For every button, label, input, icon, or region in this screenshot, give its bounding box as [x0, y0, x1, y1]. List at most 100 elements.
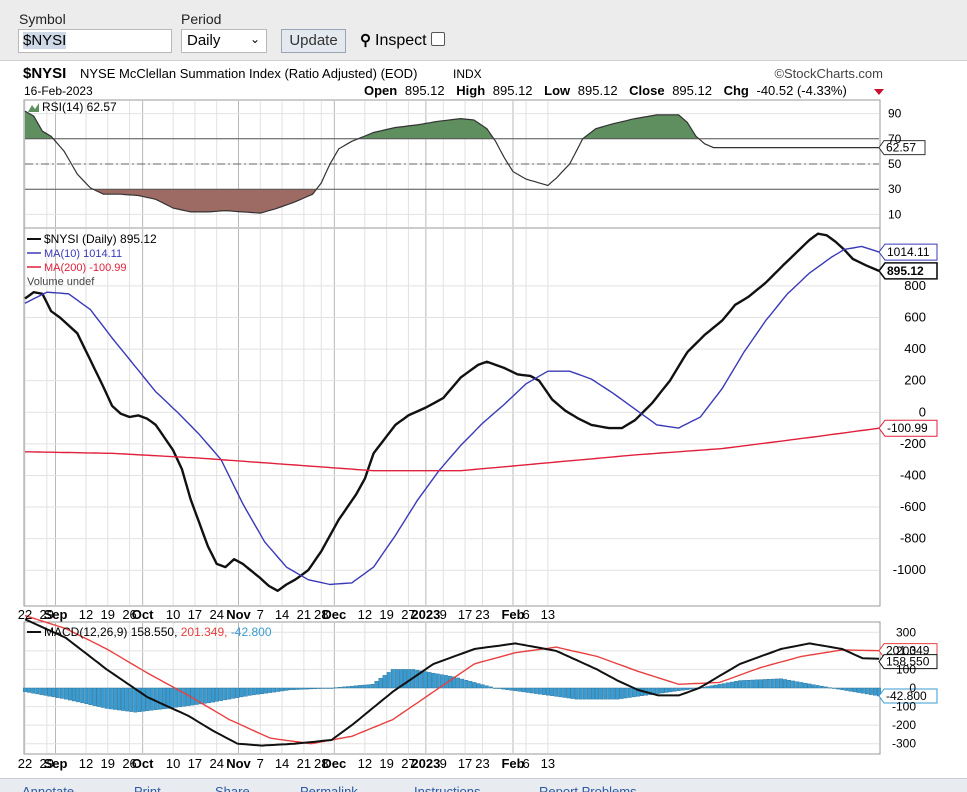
x-tick-label-lower: 27	[401, 756, 415, 771]
price-plot: 1014.11 895.12 -100.99	[24, 232, 938, 592]
macd-histogram-bar	[280, 687, 285, 692]
x-tick-label: 19	[101, 607, 115, 622]
macd-histogram-bar	[836, 687, 841, 690]
macd-histogram-bar	[713, 684, 718, 689]
macd-y-tick: -200	[892, 718, 916, 732]
macd-histogram-bar	[378, 678, 383, 689]
rsi-value-tag	[878, 140, 926, 156]
x-tick-label-lower: 9	[440, 756, 447, 771]
macd-histogram-bar	[108, 687, 113, 710]
macd-histogram-bar	[591, 687, 595, 700]
period-select[interactable]: Daily ⌄	[181, 29, 267, 53]
symbol-input-value: $NYSI	[23, 32, 67, 49]
annotate-link[interactable]: Annotate	[22, 784, 75, 792]
macd-histogram-bar	[117, 687, 121, 711]
macd-histogram-bar	[729, 681, 734, 689]
print-link[interactable]: Print	[134, 784, 161, 792]
stockcharts-watermark: ©StockCharts.com	[774, 66, 883, 81]
chart-date: 16-Feb-2023	[24, 84, 93, 98]
inspect-toggle[interactable]: ⚲ Inspect	[360, 31, 445, 50]
x-tick-label-lower: 12	[358, 756, 372, 771]
macd-legend-main: MACD(12,26,9) 158.550,	[44, 625, 177, 639]
volume-legend-text: Volume undef	[27, 276, 95, 288]
x-tick-label: 17	[458, 607, 472, 622]
macd-histogram-bar	[615, 687, 620, 700]
high-value: 895.12	[493, 83, 533, 98]
macd-histogram-bar	[578, 687, 583, 700]
x-tick-label-lower: 17	[188, 756, 202, 771]
period-label: Period	[181, 11, 222, 27]
macd-histogram-bar	[178, 687, 183, 707]
macd-histogram-bar	[562, 687, 567, 698]
axes: 22222929SepSep121219192626OctOct10101717…	[18, 107, 926, 771]
macd-histogram-bar	[235, 687, 240, 698]
macd-histogram-bar	[672, 687, 677, 692]
nysi-price-tag	[878, 262, 938, 280]
price-y-tick: -800	[900, 531, 926, 546]
macd-histogram-bar	[832, 687, 836, 689]
macd-legend: MACD(12,26,9) 158.550, 201.349, -42.800	[27, 625, 272, 639]
macd-histogram-bar	[803, 682, 808, 689]
macd-histogram-bar	[137, 687, 142, 712]
macd-histogram-bar	[501, 687, 506, 690]
symbol-input[interactable]: $NYSI	[18, 29, 172, 53]
macd-histogram-bar	[206, 687, 211, 704]
x-tick-label-lower: 13	[541, 756, 555, 771]
update-button[interactable]: Update	[281, 29, 346, 53]
macd-y-tick: 0	[909, 681, 916, 695]
x-tick-label: 12	[79, 607, 93, 622]
ma200-line	[25, 427, 880, 472]
macd-histogram-bar	[92, 687, 97, 706]
macd-histogram-bar	[660, 687, 665, 694]
macd-histogram-bar	[648, 687, 653, 695]
macd-histogram-bar	[619, 687, 624, 699]
macd-histogram-bar	[182, 687, 187, 707]
macd-histogram-bar	[231, 687, 236, 699]
x-tick-label-lower: Oct	[132, 756, 154, 771]
macd-histogram-bar	[304, 687, 309, 690]
macd-hist-tag	[878, 688, 938, 704]
macd-histogram-bar	[819, 685, 824, 689]
rsi-legend-text: RSI(14) 62.57	[42, 100, 117, 114]
macd-histogram-bar	[554, 687, 559, 697]
macd-histogram-bar	[341, 686, 346, 689]
inspect-checkbox[interactable]	[430, 32, 445, 46]
period-select-value: Daily	[187, 32, 221, 49]
price-y-tick: 600	[904, 309, 926, 324]
x-tick-label-lower: 6	[522, 756, 529, 771]
ohlc-row: Open 895.12 High 895.12 Low 895.12 Close…	[364, 83, 847, 98]
x-tick-label: Nov	[226, 607, 251, 622]
macd-y-tick: -100	[892, 700, 916, 714]
macd-histogram-bar	[509, 687, 514, 691]
macd-histogram-bar	[121, 687, 126, 711]
macd-histogram-bar	[860, 687, 865, 694]
macd-histogram-bar	[264, 687, 269, 694]
macd-histogram-bar	[398, 669, 403, 689]
macd-histogram-bar	[325, 687, 330, 689]
macd-histogram-bar	[738, 680, 743, 689]
share-link[interactable]: Share	[215, 784, 250, 792]
macd-histogram-bar	[354, 685, 358, 689]
macd-histogram-bar	[272, 687, 277, 693]
rsi-y-tick: 10	[888, 207, 902, 221]
x-tick-label: Sep	[44, 607, 68, 622]
symbol-label: Symbol	[19, 11, 66, 27]
macd-histogram-bar	[778, 678, 783, 689]
macd-histogram-bar	[141, 687, 146, 712]
macd-histogram-bar	[799, 682, 804, 689]
macd-histogram-bar	[27, 687, 32, 693]
macd-histogram-bar	[157, 687, 162, 710]
report-problems-link[interactable]: Report Problems	[539, 784, 637, 792]
macd-histogram-bar	[435, 673, 440, 689]
permalink-link[interactable]: Permalink	[300, 784, 358, 792]
macd-histogram-bar	[574, 687, 579, 700]
x-tick-label: 23	[475, 607, 489, 622]
rsi-legend: RSI(14) 62.57	[28, 100, 117, 114]
macd-y-tick: 100	[896, 662, 916, 676]
macd-histogram-bar	[586, 687, 591, 700]
instructions-link[interactable]: Instructions	[414, 784, 481, 792]
down-arrow-icon	[874, 89, 884, 95]
x-tick-label-lower: 19	[101, 756, 115, 771]
macd-histogram-bar	[492, 687, 497, 689]
